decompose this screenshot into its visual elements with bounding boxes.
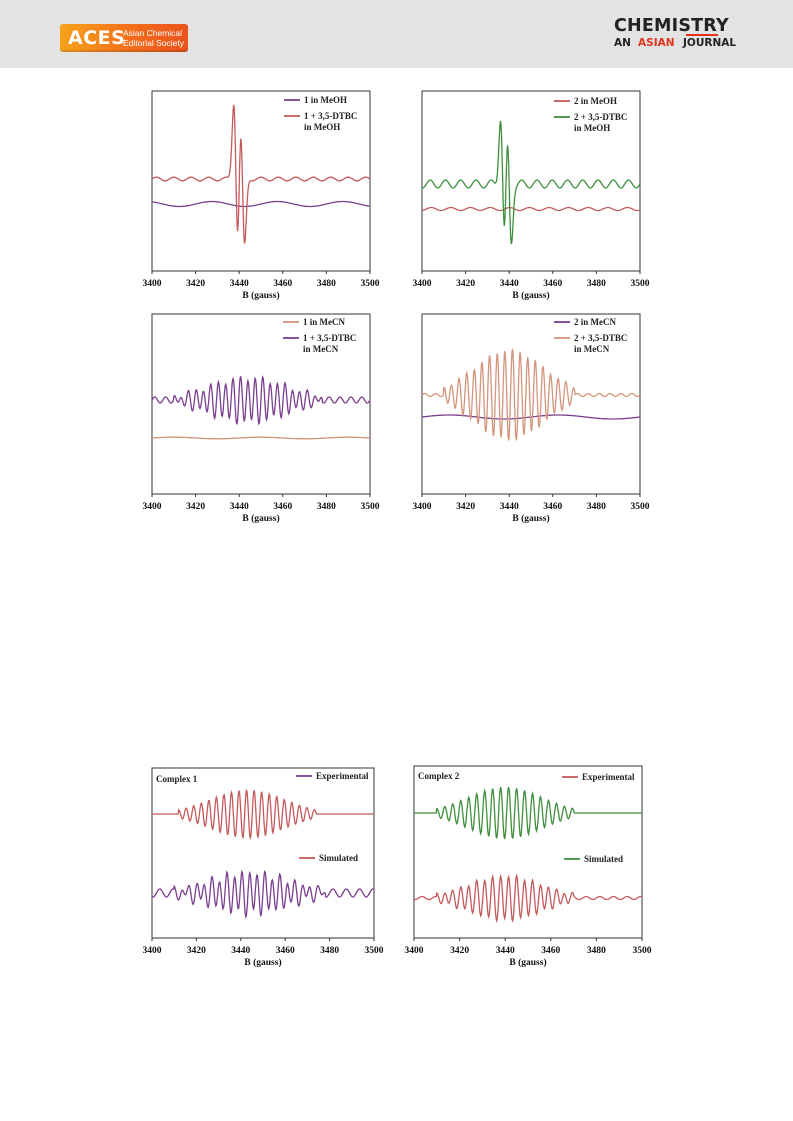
legend-entry-2: 1 + 3,5-DTBC — [303, 333, 356, 343]
x-tick-label: 3420 — [456, 279, 475, 289]
x-tick-label: 3500 — [361, 502, 380, 512]
x-tick-label: 3400 — [143, 946, 162, 956]
plot-frame — [151, 767, 375, 939]
legend-entry-1: 1 in MeCN — [303, 317, 345, 327]
x-tick-label: 3400 — [143, 502, 162, 512]
legend-entry-2: Simulated — [319, 853, 358, 863]
x-tick-label: 3460 — [273, 502, 292, 512]
x-tick-label: 3500 — [631, 279, 650, 289]
x-axis-label: B (gauss) — [509, 957, 546, 968]
series-line-1 — [413, 873, 643, 924]
chart-title: Complex 2 — [418, 771, 460, 781]
x-tick-label: 3480 — [587, 279, 606, 289]
series-line-2 — [421, 120, 641, 245]
x-tick-label: 3480 — [317, 279, 336, 289]
series-line-1 — [151, 869, 375, 919]
journal-logo-sub-journal: JOURNAL — [683, 37, 737, 49]
x-tick-label: 3500 — [633, 946, 652, 956]
x-tick-label: 3440 — [230, 279, 249, 289]
series-line-1 — [421, 206, 641, 212]
plot-frame — [413, 765, 643, 939]
x-tick-label: 3480 — [587, 502, 606, 512]
epr-chart-2-meoh: 3400 3420 3440 3460 3480 3500 B (gauss) 2 in Me… — [413, 90, 650, 301]
x-tick-label: 3420 — [187, 946, 206, 956]
x-tick-label: 3460 — [543, 502, 562, 512]
legend-entry-2: 2 + 3,5-DTBC — [574, 333, 627, 343]
x-tick-label: 3500 — [361, 279, 380, 289]
x-tick-label: 3480 — [317, 502, 336, 512]
x-tick-label: 3440 — [500, 502, 519, 512]
journal-logo-sub-an: AN — [614, 37, 631, 49]
plot-frame — [151, 313, 371, 495]
epr-chart-1-meoh: 3400 3420 3440 3460 3480 3500 B (gauss) 1 in Me… — [143, 90, 380, 301]
aces-logo-word: ACES — [68, 27, 126, 49]
x-axis-label: B (gauss) — [242, 513, 279, 524]
x-axis-label: B (gauss) — [244, 957, 281, 968]
series-line-2 — [151, 375, 371, 426]
plot-frame — [421, 90, 641, 272]
legend-entry-2: in MeCN — [303, 344, 339, 354]
x-tick-label: 3420 — [456, 502, 475, 512]
x-tick-label: 3460 — [541, 946, 560, 956]
series-line-1 — [151, 200, 371, 208]
x-tick-label: 3480 — [587, 946, 606, 956]
series-line-1 — [152, 436, 370, 440]
plot-frame — [151, 90, 371, 272]
legend-entry-2: in MeOH — [574, 123, 610, 133]
x-tick-label: 3460 — [543, 279, 562, 289]
epr-chart-2-mecn: 3400 3420 3440 3460 3480 3500 B (gauss) 2 in Me… — [413, 313, 650, 524]
aces-logo-subtitle: Asian Chemical Editorial Society — [123, 28, 187, 48]
x-tick-label: 3400 — [413, 502, 432, 512]
legend-entry-2: in MeOH — [304, 122, 340, 132]
x-tick-label: 3420 — [186, 502, 205, 512]
x-axis-label: B (gauss) — [512, 290, 549, 301]
x-tick-label: 3440 — [231, 946, 250, 956]
journal-logo-sub-asian: ASIAN — [638, 37, 675, 49]
x-tick-label: 3440 — [500, 279, 519, 289]
series-line-2 — [421, 348, 641, 441]
x-tick-label: 3500 — [365, 946, 384, 956]
epr-chart-1-mecn: 3400 3420 3440 3460 3480 3500 B (gauss) 1 in Me… — [143, 313, 380, 524]
plot-frame — [421, 313, 641, 495]
x-tick-label: 3440 — [496, 946, 515, 956]
aces-logo: ACES Asian Chemical Editorial Society — [60, 24, 188, 52]
aces-logo-line-2: Editorial Society — [123, 38, 184, 48]
journal-logo-title: CHEMISTRY — [614, 16, 729, 36]
x-tick-label: 3400 — [413, 279, 432, 289]
x-tick-label: 3420 — [450, 946, 469, 956]
legend-entry-1: 2 in MeOH — [574, 96, 617, 106]
legend-entry-1: 1 in MeOH — [304, 95, 347, 105]
epr-chart-complex-2: 3400 3420 3440 3460 3480 3500 B (gauss) Complex… — [405, 765, 652, 968]
legend-entry-1: Experimental — [582, 772, 635, 782]
epr-chart-complex-1: 3400 3420 3440 3460 3480 3500 B (gauss) Complex… — [143, 767, 384, 968]
chart-title: Complex 1 — [156, 774, 198, 784]
x-tick-label: 3400 — [405, 946, 424, 956]
x-tick-label: 3460 — [273, 279, 292, 289]
legend-entry-1: 2 in MeCN — [574, 317, 616, 327]
x-tick-label: 3400 — [143, 279, 162, 289]
legend-entry-2: 1 + 3,5-DTBC — [304, 111, 357, 121]
x-tick-label: 3480 — [320, 946, 339, 956]
aces-logo-line-1: Asian Chemical — [123, 28, 183, 38]
x-axis-label: B (gauss) — [242, 290, 279, 301]
journal-logo-accent-bar — [686, 34, 718, 36]
x-tick-label: 3460 — [276, 946, 295, 956]
journal-logo: CHEMISTRY AN ASIAN JOURNAL — [614, 16, 736, 56]
legend-entry-2: Simulated — [584, 854, 623, 864]
series-line-2 — [152, 789, 374, 841]
x-tick-label: 3440 — [230, 502, 249, 512]
page-header: ACES Asian Chemical Editorial Society CH… — [0, 0, 793, 68]
series-line-2 — [151, 104, 371, 244]
x-tick-label: 3500 — [631, 502, 650, 512]
x-tick-label: 3420 — [186, 279, 205, 289]
x-axis-label: B (gauss) — [512, 513, 549, 524]
series-line-2 — [414, 786, 642, 840]
legend-entry-1: Experimental — [316, 771, 369, 781]
legend-entry-2: 2 + 3,5-DTBC — [574, 112, 627, 122]
legend-entry-2: in MeCN — [574, 344, 610, 354]
